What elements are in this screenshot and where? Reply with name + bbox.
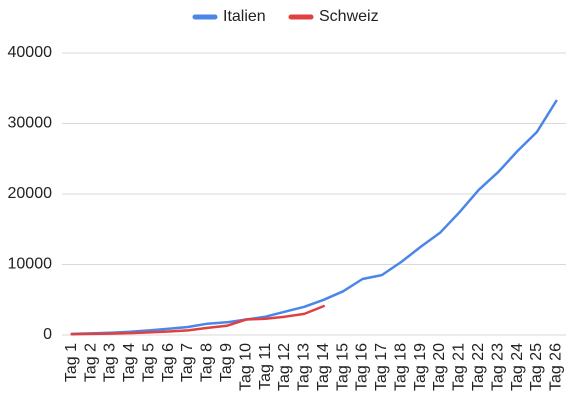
x-tick-label: Tag 3 [102,343,119,382]
x-tick-label: Tag 14 [315,343,332,391]
y-tick-label: 20000 [8,185,53,202]
y-tick-label: 40000 [8,44,53,61]
y-tick-label: 30000 [8,115,53,132]
series-line [70,99,558,336]
x-tick-label: Tag 22 [470,343,487,391]
legend-label: Schweiz [319,8,379,25]
x-tick-label: Tag 25 [528,343,545,391]
x-tick-label: Tag 7 [179,343,196,382]
x-tick-label: Tag 11 [257,343,274,390]
x-tick-label: Tag 24 [509,343,526,391]
y-tick-label: 0 [43,326,52,343]
legend-label: Italien [223,8,266,25]
x-tick-label: Tag 15 [334,343,351,391]
x-tick-label: Tag 17 [373,343,390,391]
x-tick-label: Tag 5 [140,343,157,382]
y-tick-label: 10000 [8,256,53,273]
x-tick-label: Tag 19 [412,343,429,391]
x-tick-label: Tag 2 [82,343,99,382]
x-tick-label: Tag 26 [548,343,565,391]
x-tick-label: Tag 16 [354,343,371,391]
x-tick-label: Tag 8 [199,343,216,382]
x-tick-label: Tag 20 [431,343,448,391]
x-tick-label: Tag 6 [160,343,177,382]
x-tick-label: Tag 10 [237,343,254,391]
x-tick-label: Tag 18 [392,343,409,391]
x-tick-label: Tag 9 [218,343,235,382]
series-line [70,304,325,336]
x-tick-label: Tag 12 [276,343,293,391]
x-tick-label: Tag 1 [63,343,80,382]
x-tick-label: Tag 23 [489,343,506,391]
x-tick-label: Tag 13 [296,343,313,391]
x-tick-label: Tag 21 [451,343,468,391]
x-tick-label: Tag 4 [121,343,138,382]
